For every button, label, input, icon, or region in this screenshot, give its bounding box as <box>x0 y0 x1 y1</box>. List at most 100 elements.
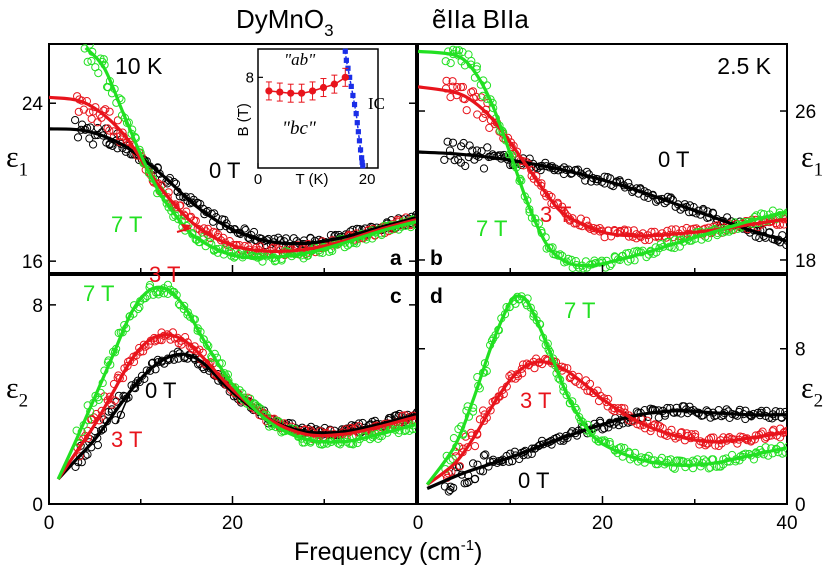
data-point <box>412 210 416 219</box>
series-line-c-0T <box>57 352 416 481</box>
inset-red-point <box>298 89 306 97</box>
data-point <box>443 137 452 146</box>
data-point <box>240 224 249 233</box>
inset-red-point <box>308 87 317 95</box>
series-line-c-3T <box>56 333 416 480</box>
y-tick-label: 0 <box>795 495 806 516</box>
data-point <box>643 416 652 425</box>
data-point <box>530 364 539 373</box>
data-point <box>440 155 449 164</box>
y-axis-label-d: ε2 <box>801 372 823 412</box>
data-point <box>221 372 231 381</box>
series-line-a-7T <box>84 46 416 260</box>
data-point <box>98 425 108 434</box>
data-point <box>89 140 98 149</box>
inset-y-label: B (T) <box>235 103 252 136</box>
temperature-label: 2.5 K <box>717 53 771 79</box>
y-tick-label: 8 <box>32 296 43 317</box>
figure-title-suffix: ẽIIa BIIa <box>432 4 529 34</box>
series-line-b-3T <box>418 85 787 238</box>
inset-blue-point <box>357 147 364 153</box>
inset-blue-line <box>344 51 364 166</box>
series-line-a-3T <box>49 95 416 254</box>
annotation-3T: 3 T <box>520 388 551 413</box>
annotation-7T: 7 T <box>564 298 595 323</box>
data-point <box>485 123 494 133</box>
inset-blue-point <box>360 163 366 169</box>
data-point <box>478 113 487 123</box>
data-point <box>110 396 120 405</box>
data-point <box>469 459 478 468</box>
data-point <box>458 82 467 92</box>
inset-blue-point <box>353 111 359 117</box>
data-point <box>465 141 474 150</box>
temperature-label: 10 K <box>115 53 163 79</box>
inset-red-point <box>287 89 295 97</box>
data-point <box>87 415 96 424</box>
x-tick-label: 40 <box>776 513 797 534</box>
inset-blue-point <box>342 48 348 54</box>
annotation-0T: 0 T <box>209 158 240 183</box>
panel-letter: b <box>430 247 443 270</box>
data-point <box>478 91 487 101</box>
data-point <box>131 379 140 388</box>
x-axis-label: Frequency (cm-1) <box>294 537 482 566</box>
data-point <box>691 430 700 439</box>
arrow-head <box>124 391 130 399</box>
data-point <box>631 448 640 457</box>
y-tick-label: 24 <box>22 94 44 115</box>
data-point <box>455 462 464 471</box>
data-point <box>446 59 455 68</box>
data-point <box>448 138 458 147</box>
data-point <box>101 105 110 114</box>
y-tick-label: 0 <box>32 495 43 516</box>
x-tick-label: 0 <box>413 513 424 534</box>
y-axis-label-a: ε1 <box>6 141 28 181</box>
data-point <box>448 77 457 86</box>
series-line-c-7T <box>56 285 416 480</box>
data-point <box>75 452 85 461</box>
annotation-0T: 0 T <box>658 147 689 172</box>
annotation-3T: 3 T <box>540 202 571 227</box>
data-point <box>211 228 220 237</box>
series-line-d-3T <box>426 360 787 486</box>
data-point <box>114 391 124 400</box>
data-point <box>616 443 626 452</box>
inset-region-label: IC <box>368 94 385 113</box>
data-point <box>481 450 490 459</box>
data-point <box>568 370 577 379</box>
panel-letter: c <box>390 285 402 308</box>
data-point <box>105 107 114 116</box>
data-point <box>449 483 458 492</box>
inset-y-tick-label: 8 <box>246 69 254 86</box>
data-point <box>483 143 492 152</box>
data-point <box>181 192 190 201</box>
data-point <box>111 416 120 425</box>
data-point <box>123 361 132 371</box>
series-line-b-7T <box>418 49 787 268</box>
inset-x-tick-label: 0 <box>254 171 262 188</box>
data-point <box>289 234 298 243</box>
data-point <box>97 426 106 435</box>
inset-red-point <box>330 80 338 88</box>
series-line-d-0T <box>426 409 787 490</box>
data-point <box>77 458 86 467</box>
plot-area-d <box>425 292 787 496</box>
data-point <box>109 127 118 136</box>
y-axis-label-c: ε2 <box>6 372 28 412</box>
data-point <box>666 455 675 464</box>
data-point <box>180 301 189 310</box>
panel-letter: d <box>430 285 443 308</box>
data-point <box>73 133 83 142</box>
data-point <box>71 116 80 125</box>
annotation-0T: 0 T <box>518 468 549 493</box>
annotation-7T: 7 T <box>83 281 114 306</box>
data-point <box>453 83 462 92</box>
data-point <box>462 478 471 488</box>
data-point <box>467 88 476 97</box>
data-point <box>87 56 96 66</box>
data-point <box>83 57 92 66</box>
inset-region-label: "ab" <box>284 50 316 69</box>
